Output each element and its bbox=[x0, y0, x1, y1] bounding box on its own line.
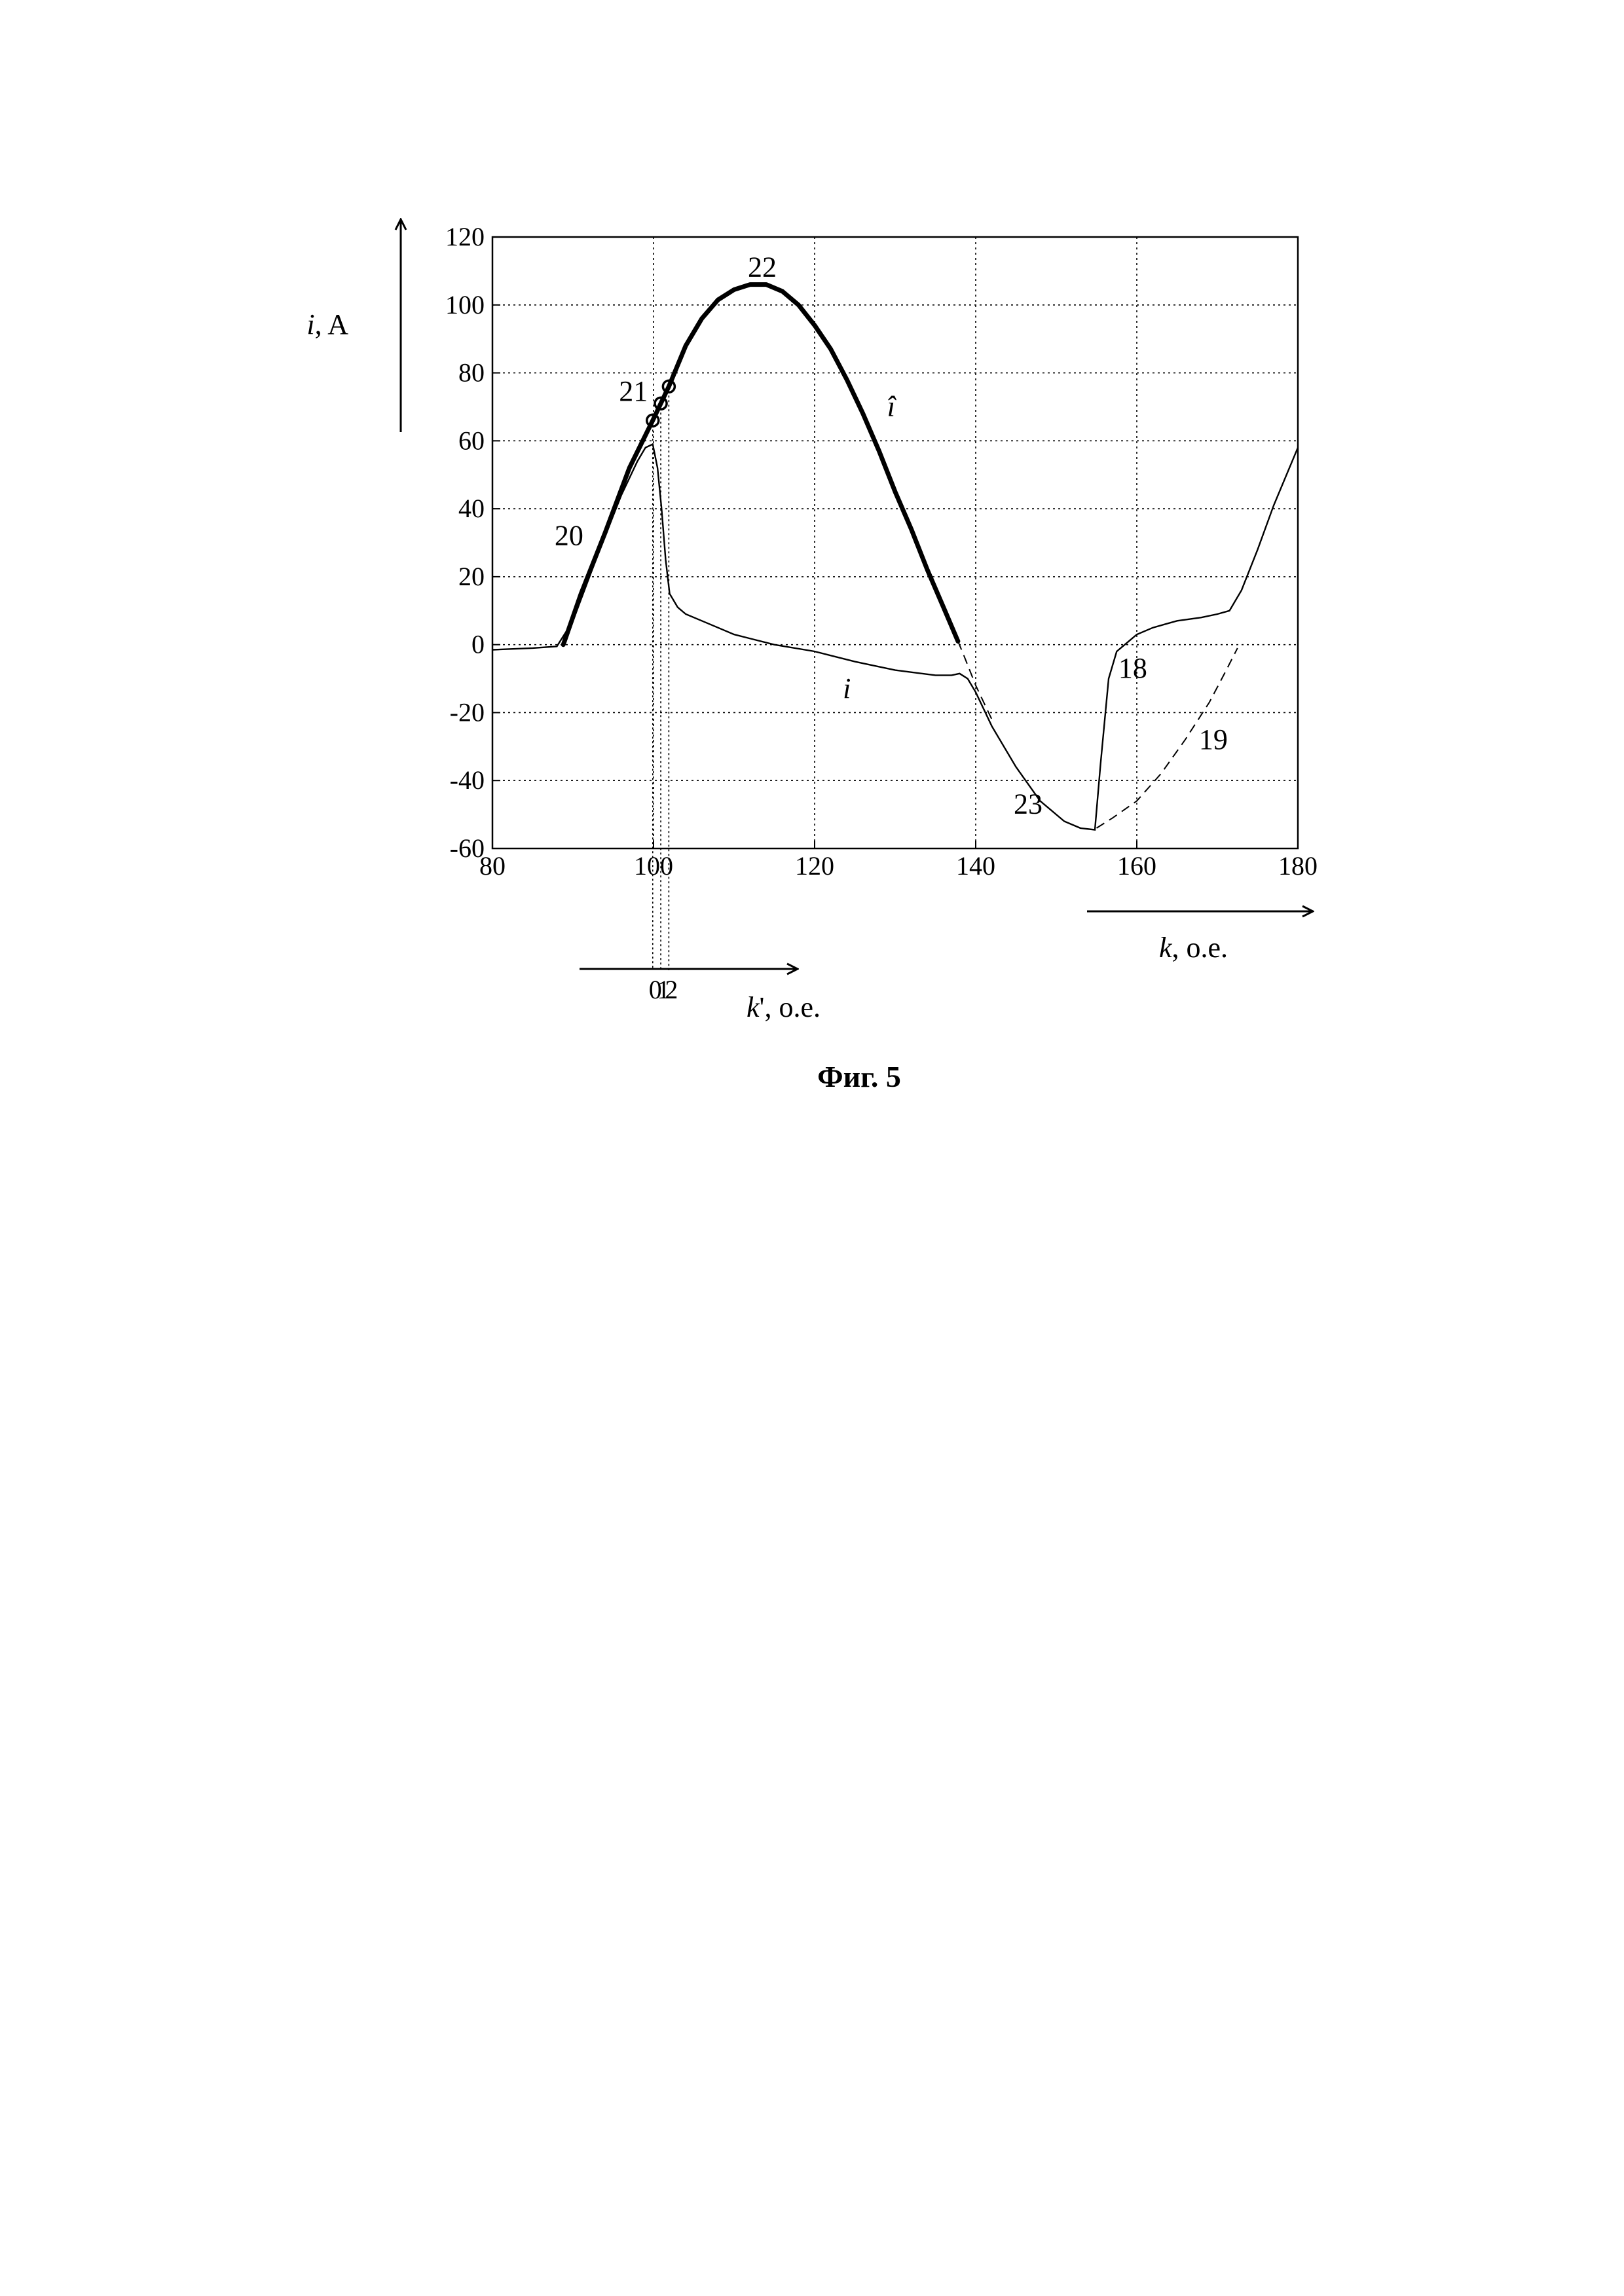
annotation-label: 23 bbox=[1014, 788, 1043, 820]
y-tick-label: 60 bbox=[458, 426, 485, 455]
y-tick-label: 20 bbox=[458, 562, 485, 591]
y-tick-label: 80 bbox=[458, 358, 485, 388]
svg-text:i, A: i, A bbox=[306, 308, 348, 340]
plot-area: 80100120140160180-60-40-2002040608010012… bbox=[445, 222, 1318, 970]
grid-lines bbox=[492, 237, 1298, 848]
annotation-label: i bbox=[843, 672, 851, 704]
series-thick-line bbox=[563, 285, 958, 645]
series-dashed-line bbox=[958, 642, 992, 720]
y-tick-label: -40 bbox=[450, 765, 485, 795]
y-tick-label: 0 bbox=[471, 630, 485, 659]
annotations: 22 21 20 î i 23 18 19 bbox=[555, 251, 1228, 820]
y-tick-label: 40 bbox=[458, 494, 485, 523]
annotation-label: 19 bbox=[1199, 723, 1228, 756]
figure-caption: Фиг. 5 bbox=[817, 1060, 901, 1093]
svg-text:k, о.е.: k, о.е. bbox=[1159, 932, 1228, 964]
y-tick-label: -60 bbox=[450, 833, 485, 863]
k-prime-axis-label: k', о.е. bbox=[747, 991, 821, 1023]
annotation-label: 22 bbox=[748, 251, 777, 283]
y-tick-label: -20 bbox=[450, 697, 485, 727]
x-tick-label: 100 bbox=[634, 851, 673, 881]
y-tick-label: 120 bbox=[445, 222, 485, 251]
x-axis-label: k, о.е. bbox=[1159, 932, 1228, 964]
series-thin-line bbox=[492, 445, 1298, 830]
annotation-label: 18 bbox=[1118, 652, 1147, 684]
annotation-label: 21 bbox=[619, 375, 648, 407]
x-tick-label: 120 bbox=[795, 851, 834, 881]
y-tick-label: 100 bbox=[445, 290, 485, 319]
k-prime-tick-labels: 012 bbox=[649, 975, 678, 1004]
x-tick-label: 140 bbox=[956, 851, 995, 881]
x-tick-label: 180 bbox=[1278, 851, 1318, 881]
annotation-label: 20 bbox=[555, 520, 583, 552]
plot-frame bbox=[492, 237, 1298, 848]
y-axis-label: i, A bbox=[306, 308, 348, 340]
svg-text:k', о.е.: k', о.е. bbox=[747, 991, 821, 1023]
k-prime-tick-label: 2 bbox=[665, 975, 678, 1004]
annotation-label: î bbox=[887, 390, 897, 422]
x-tick-label: 160 bbox=[1117, 851, 1156, 881]
